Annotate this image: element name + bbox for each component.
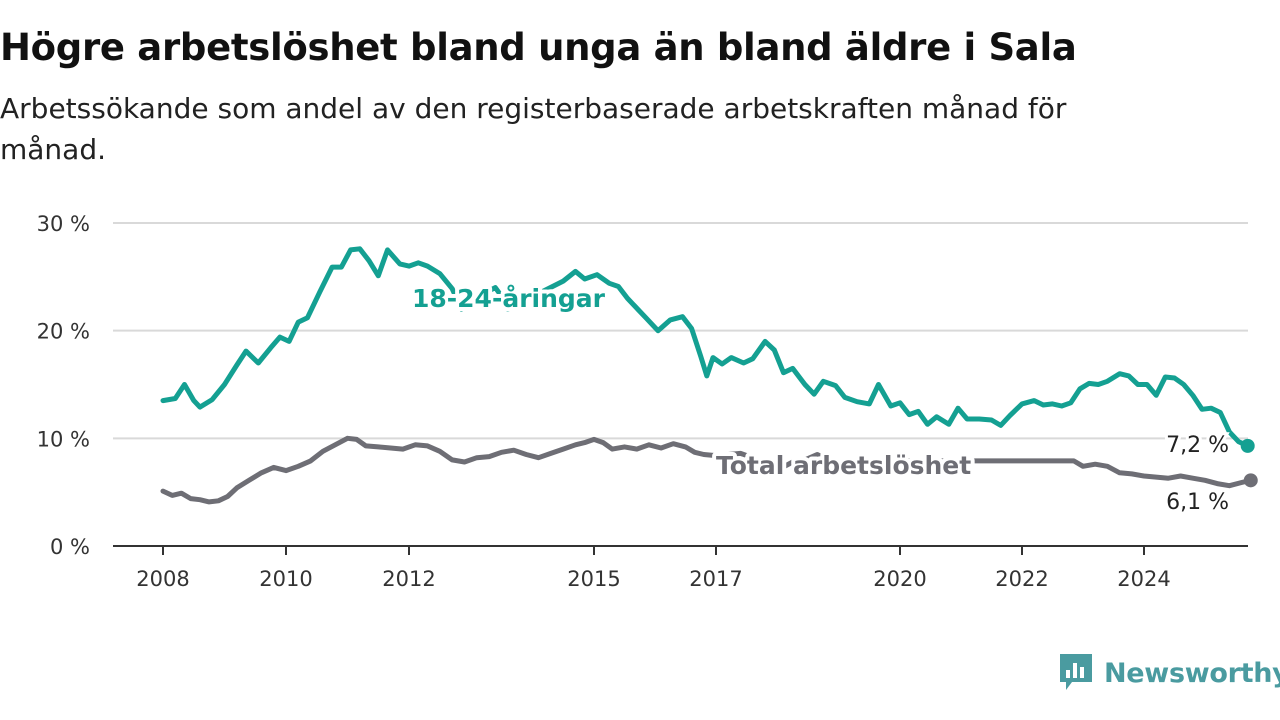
brand-name: Newsworthy (1104, 657, 1280, 689)
x-tick-label: 2015 (567, 567, 620, 591)
y-tick-label: 10 % (37, 427, 90, 451)
chart-title: Högre arbetslöshet bland unga än bland ä… (0, 26, 1077, 69)
x-tick-label: 2008 (136, 567, 189, 591)
series-end-point-1 (1243, 473, 1258, 488)
x-tick-label: 2022 (995, 567, 1048, 591)
grid-lines (113, 222, 1248, 440)
series-end-value-0: 7,2 % (1166, 433, 1229, 458)
y-tick-label: 20 % (37, 320, 90, 344)
series-labels: 18-24-åringar Total arbetslöshet 7,2 % 6,1 … (408, 280, 1232, 518)
series-lines (160, 246, 1258, 505)
chart-subtitle: Arbetssökande som andel av den registerb… (0, 92, 1067, 166)
x-tick-label: 2012 (382, 567, 435, 591)
axes: 0 % 10 % 20 % 30 % 2008 2010 2012 2015 2017 2020 2… (37, 212, 1248, 591)
y-tick-label: 0 % (50, 535, 90, 559)
newsworthy-logo-icon (1060, 654, 1092, 690)
series-end-point-0 (1240, 438, 1255, 453)
series-name-label-1: Total arbetslöshet (716, 451, 971, 480)
newsworthy-logo: Newsworthy (1058, 652, 1280, 694)
x-tick-label: 2020 (873, 567, 926, 591)
series-line-1 (160, 435, 1254, 505)
series-end-value-1: 6,1 % (1166, 490, 1229, 515)
x-tick-label: 2010 (259, 567, 312, 591)
series-name-label-0: 18-24-åringar (412, 284, 606, 313)
x-tick-label: 2017 (689, 567, 742, 591)
y-tick-label: 30 % (37, 212, 90, 236)
series-line-0 (160, 246, 1251, 449)
x-tick-label: 2024 (1117, 567, 1170, 591)
